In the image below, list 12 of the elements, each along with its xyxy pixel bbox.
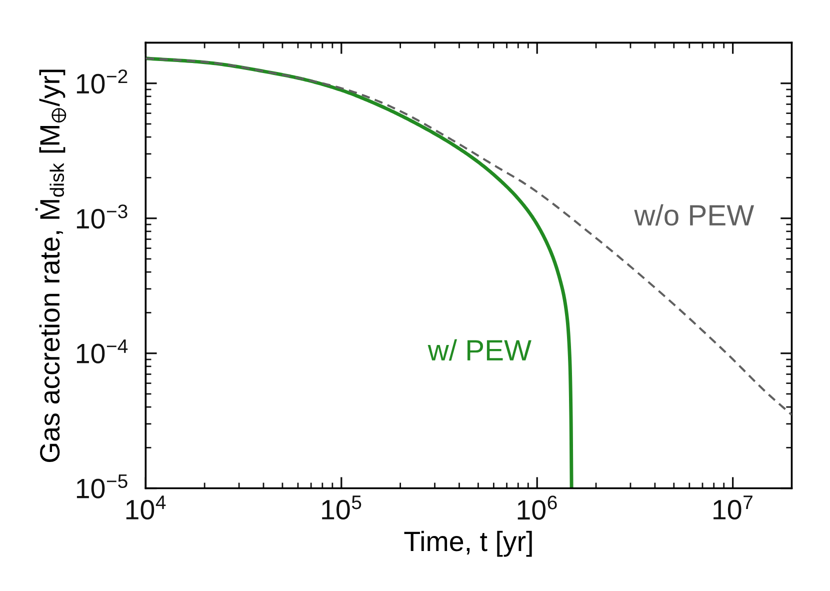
series-label: w/ PEW bbox=[428, 339, 532, 361]
y-tick-label: 10$^{−5}$ bbox=[76, 474, 128, 498]
x-tick-label: 10$^{5}$ bbox=[322, 496, 362, 520]
y-tick-label: 10$^{−2}$ bbox=[76, 69, 128, 94]
x-axis-title: Time, t [yr] bbox=[404, 530, 532, 557]
x-tick-label: 10$^{7}$ bbox=[714, 496, 752, 520]
y-tick-label: 10$^{−3}$ bbox=[76, 204, 128, 229]
series-label: w/o PEW bbox=[634, 204, 754, 226]
y-axis-title: Gas accretion rate, Ṁ$_{disk}$ [M$_{⊕}$/yr] bbox=[35, 70, 66, 462]
x-tick-label: 10$^{6}$ bbox=[518, 496, 557, 520]
x-tick-label: 10$^{4}$ bbox=[126, 496, 166, 520]
y-tick-label: 10$^{−4}$ bbox=[76, 339, 128, 364]
